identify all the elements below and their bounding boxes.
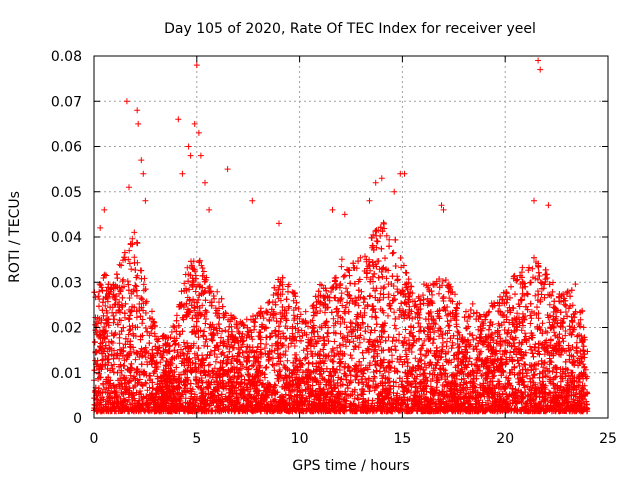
data-point xyxy=(142,197,149,204)
data-point xyxy=(341,211,348,218)
data-point xyxy=(438,202,445,209)
data-point xyxy=(378,175,385,182)
data-point xyxy=(440,206,447,213)
data-point xyxy=(276,220,282,227)
x-tick-label: 25 xyxy=(599,431,617,447)
data-point xyxy=(545,202,552,209)
data-point xyxy=(175,116,182,123)
x-tick-labels: 0 5 10 15 20 25 xyxy=(90,431,617,447)
y-tick-labels: 0 0.01 0.02 0.03 0.04 0.05 0.06 0.07 0.08 xyxy=(51,49,82,427)
x-tick-label: 20 xyxy=(496,431,514,447)
y-tick-label: 0.05 xyxy=(51,185,82,201)
data-point xyxy=(401,170,408,177)
data-point xyxy=(187,152,194,159)
y-tick-label: 0.07 xyxy=(51,94,82,110)
data-point xyxy=(97,224,104,231)
data-point xyxy=(537,66,544,73)
data-point xyxy=(185,143,192,150)
data-point xyxy=(140,170,147,177)
x-tick-label: 15 xyxy=(393,431,411,447)
data-point xyxy=(191,120,198,127)
data-point xyxy=(134,107,141,114)
data-point xyxy=(224,166,231,173)
chart-title: Day 105 of 2020, Rate Of TEC Index for r… xyxy=(164,21,536,37)
data-point xyxy=(391,188,398,195)
data-point xyxy=(372,179,379,186)
y-tick-label: 0.06 xyxy=(51,140,82,156)
data-point xyxy=(126,184,132,191)
y-tick-label: 0.02 xyxy=(51,321,82,337)
x-tick-label: 0 xyxy=(90,431,99,447)
y-tick-label: 0 xyxy=(73,411,82,427)
axis-ticks xyxy=(93,55,609,419)
data-point xyxy=(193,62,200,69)
data-point xyxy=(202,179,208,186)
y-tick-label: 0.08 xyxy=(51,49,82,65)
data-point xyxy=(101,206,108,213)
data-points xyxy=(91,57,591,415)
data-point xyxy=(123,98,130,105)
data-point xyxy=(135,120,142,127)
data-point xyxy=(206,206,213,213)
data-point xyxy=(179,170,186,177)
data-point-cloud xyxy=(91,220,591,415)
y-tick-label: 0.03 xyxy=(51,275,82,291)
y-tick-label: 0.04 xyxy=(51,230,82,246)
data-point xyxy=(195,129,202,136)
y-tick-label: 0.01 xyxy=(51,366,82,382)
x-tick-label: 10 xyxy=(291,431,309,447)
x-tick-label: 5 xyxy=(192,431,201,447)
data-point xyxy=(249,197,256,204)
y-axis-label: ROTI / TECUs xyxy=(7,191,23,283)
data-point xyxy=(535,57,542,64)
data-point xyxy=(138,157,145,164)
data-point xyxy=(329,206,336,213)
x-axis-label: GPS time / hours xyxy=(292,458,409,474)
data-point xyxy=(531,197,537,204)
data-point xyxy=(366,197,373,204)
data-point xyxy=(197,152,204,159)
